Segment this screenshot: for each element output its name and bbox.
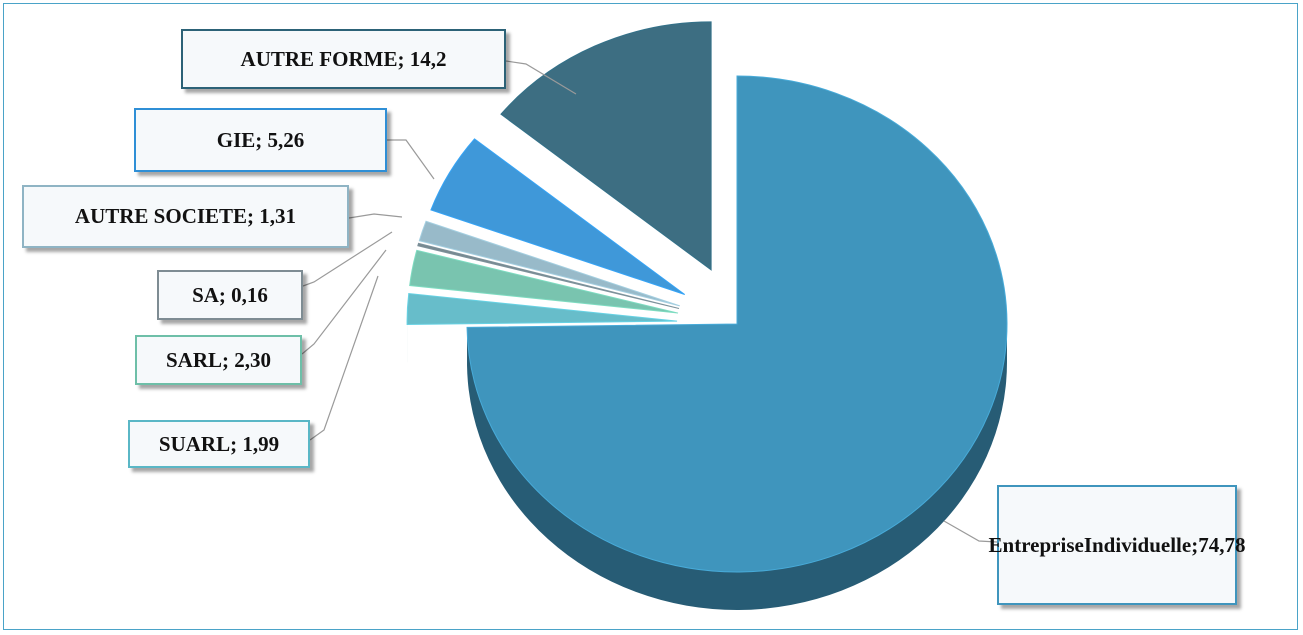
leader-line-entreprise-individuelle [943,520,998,543]
data-label-suarl: SUARL; 1,99 [128,420,310,468]
data-label-autre-societe: AUTRE SOCIETE; 1,31 [22,185,349,248]
data-label-line: Entreprise [988,532,1084,557]
pie-side-walls [407,321,1008,610]
slice-entreprise-individuelle [466,75,1008,573]
pie-slices [406,21,1008,573]
leader-line-autre-forme [505,60,577,95]
slice-sa [417,242,680,310]
data-label-line: 74,78 [1198,532,1246,557]
slice-autre-societe [418,220,680,307]
data-label-sa: SA; 0,16 [157,270,303,320]
data-label-line: Individuelle; [1083,532,1199,557]
slice-suarl [406,293,678,326]
data-label-gie: GIE; 5,26 [134,108,387,172]
pie-chart [301,21,1008,610]
slice-autre-forme [500,21,712,271]
chart-area: AUTRE FORME; 14,2 GIE; 5,26 AUTRE SOCIET… [3,3,1298,630]
leader-line-gie [387,139,435,180]
leader-line-sa [302,231,393,287]
leader-line-sarl [301,249,387,355]
data-label-sarl: SARL; 2,30 [135,335,302,385]
data-label-autre-forme: AUTRE FORME; 14,2 [181,29,506,89]
slice-gie [430,138,686,296]
leader-line-suarl [309,275,379,441]
slice-sarl [409,249,679,314]
data-label-entreprise-individuelle: Entreprise Individuelle; 74,78 [989,485,1245,605]
leader-line-autre-societe [348,213,403,219]
